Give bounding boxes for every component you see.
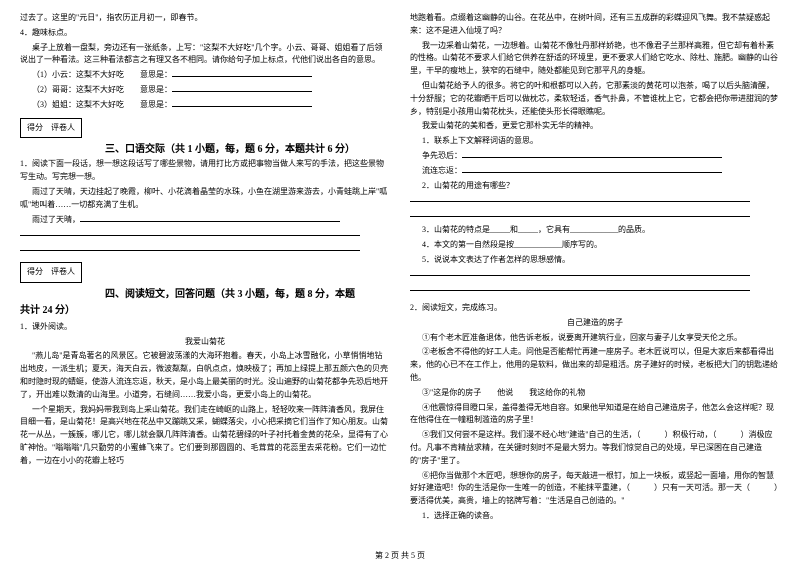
story-paragraph: ②老板舍不得他的好工人走。问他是否能帮忙再建一座房子。老木匠说可以，但是大家后来…	[410, 346, 780, 384]
answer-line	[410, 194, 780, 207]
story-title: 自己建造的房子	[410, 317, 780, 330]
task-label: 争先恐后：	[422, 151, 462, 160]
task-item: 流连忘返：	[410, 165, 780, 178]
question-label: 1．课外阅读。	[20, 321, 390, 334]
blank-line	[172, 106, 312, 107]
story-paragraph: ③"这是你的房子 他说 我这给你的礼物	[410, 387, 780, 400]
left-column: 过去了。这里的"元日"，指农历正月初一，即春节。 4．趣味标点。 桌子上放着一盘…	[20, 12, 390, 537]
question-intro: 1．阅读下面一段话，想一想这段话写了哪些景物，请用打比方或把事物当做人来写的手法…	[20, 158, 390, 184]
task-label: 流连忘返：	[422, 166, 462, 175]
list-item: （1）小云：这梨不大好吃 意思是：	[20, 69, 390, 82]
item-label: （3）姐姐：这梨不大好吃 意思是：	[32, 100, 172, 109]
blank-line	[410, 275, 750, 276]
section-header-3: 得分 评卷人	[20, 118, 390, 139]
task-intro: 1．联系上下文解释词语的意思。	[410, 135, 780, 148]
blank-line	[20, 235, 360, 236]
poem-title: 我爱山菊花	[20, 336, 390, 349]
answer-line: 雨过了天晴，	[20, 214, 390, 227]
score-box: 得分 评卷人	[20, 262, 82, 283]
answer-line	[410, 209, 780, 222]
text-line: 过去了。这里的"元日"，指农历正月初一，即春节。	[20, 12, 390, 25]
score-box: 得分 评卷人	[20, 118, 82, 139]
text-line: 4．趣味标点。	[20, 27, 390, 40]
answer-line	[20, 228, 390, 241]
paragraph: 桌子上放着一盘梨，旁边还有一张纸条，上写："这梨不大好吃"几个字。小云、哥哥、姐…	[20, 42, 390, 68]
item-label: （2）哥哥：这梨不大好吃 意思是：	[32, 85, 172, 94]
task-item: 1．选择正确的读音。	[410, 510, 780, 523]
section-header-4: 得分 评卷人	[20, 262, 390, 283]
list-item: （2）哥哥：这梨不大好吃 意思是：	[20, 84, 390, 97]
list-item: （3）姐姐：这梨不大好吃 意思是：	[20, 99, 390, 112]
story-paragraph: ⑤我们又何尝不是这样。我们漫不经心地"建造"自己的生活，（ ）积极行动，（ ）消…	[410, 429, 780, 467]
right-column: 地跑着看。点缀着这幽静的山谷。在花丛中，在树叶间，还有三五成群的彩蝶迎风飞舞。我…	[410, 12, 780, 537]
story-paragraph: ①有个老木匠准备退体，他告诉老板，说要离开建筑行业，回家与妻子儿女享受天伦之乐。	[410, 332, 780, 345]
task-item: 3．山菊花的特点是_____和_____，它具有____________的品质。	[410, 224, 780, 237]
blank-line	[410, 290, 750, 291]
paragraph: 地跑着看。点缀着这幽静的山谷。在花丛中，在树叶间，还有三五成群的彩蝶迎风飞舞。我…	[410, 12, 780, 38]
section-sub: 共计 24 分）	[20, 303, 390, 319]
poem-paragraph: "燕儿岛"是青岛著名的风景区。它被碧波荡漾的大海环抱着。春天，小岛上冰雪融化，小…	[20, 350, 390, 401]
blank-line	[462, 157, 722, 158]
blank-line	[410, 216, 750, 217]
task-item: 2．山菊花的用途有哪些？	[410, 180, 780, 193]
item-label: （1）小云：这梨不大好吃 意思是：	[32, 70, 172, 79]
page-container: 过去了。这里的"元日"，指农历正月初一，即春节。 4．趣味标点。 桌子上放着一盘…	[0, 0, 800, 545]
answer-line	[410, 283, 780, 296]
paragraph: 雨过了天晴，天边挂起了晚霞，柳叶、小花滴着晶莹的水珠，小鱼在湖里游来游去，小青蛙…	[20, 186, 390, 212]
story-paragraph: ④他震惊得目瞪口呆，盖得羞得无地自容。如果他早知道是在给自己建造房子，他怎么会这…	[410, 402, 780, 428]
task-item: 5．说说本文表达了作者怎样的思想感情。	[410, 254, 780, 267]
task-item: 争先恐后：	[410, 150, 780, 163]
paragraph: 但山菊花给予人的很多。将它的叶和根都可以入药，它那素淡的黄花可以泡茶，喝了以后头…	[410, 80, 780, 118]
task-item: 4．本文的第一自然段是按____________顺序写的。	[410, 239, 780, 252]
section-title-3: 三、口语交际（共 1 小题，每，题 6 分，本题共计 6 分）	[70, 142, 390, 158]
story-paragraph: ⑥把你当做那个木匠吧，想想你的房子，每天敲进一根钉，加上一块板，或竖起一面墙，用…	[410, 470, 780, 508]
blank-line	[20, 250, 360, 251]
blank-line	[172, 91, 312, 92]
page-footer: 第 2 页 共 5 页	[0, 550, 800, 561]
paragraph: 我一边采着山菊花，一边想着。山菊花不像牡丹那样娇艳，也不像君子兰那样高雅，但它却…	[410, 40, 780, 78]
section-title-4: 四、阅读短文，回答问题（共 3 小题，每，题 8 分，本题	[70, 287, 390, 303]
answer-line	[410, 268, 780, 281]
answer-line	[20, 243, 390, 256]
blank-line	[80, 221, 340, 222]
blank-line	[410, 201, 750, 202]
poem-paragraph: 一个星期天，我妈妈带我到岛上采山菊花。我们走在崎岖的山路上，轻轻吹来一阵阵清香风…	[20, 404, 390, 468]
prefix-text: 雨过了天晴，	[32, 215, 80, 224]
blank-line	[462, 172, 722, 173]
paragraph: 我爱山菊花的美和香，更爱它那朴实无华的精神。	[410, 120, 780, 133]
blank-line	[172, 76, 312, 77]
question-label: 2．阅读短文，完成练习。	[410, 302, 780, 315]
